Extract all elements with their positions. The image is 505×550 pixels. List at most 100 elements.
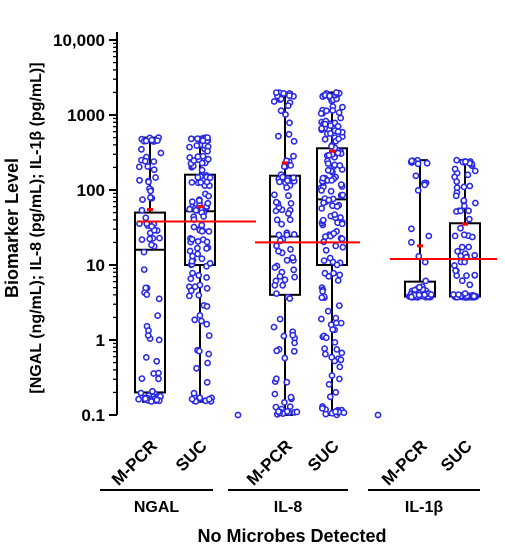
- data-point: [452, 267, 459, 275]
- data-point: [194, 250, 202, 258]
- data-point: [199, 137, 207, 145]
- data-point: [336, 162, 344, 169]
- data-point: [280, 90, 287, 97]
- data-point: [287, 199, 295, 207]
- data-point: [335, 135, 342, 143]
- data-point: [284, 210, 292, 217]
- data-point: [338, 235, 346, 243]
- x-category-label: M-PCR: [108, 436, 161, 489]
- data-point: [425, 232, 433, 240]
- data-point: [287, 393, 295, 401]
- data-point: [318, 187, 325, 194]
- data-point: [412, 172, 420, 180]
- data-point: [143, 291, 151, 298]
- data-point: [458, 243, 466, 251]
- data-point: [330, 269, 337, 277]
- data-point: [271, 264, 279, 271]
- data-point: [188, 198, 196, 206]
- data-point: [339, 191, 347, 199]
- data-point: [328, 372, 336, 379]
- data-point: [324, 166, 332, 174]
- data-point: [148, 222, 156, 230]
- data-point: [460, 183, 468, 191]
- data-point: [317, 110, 325, 117]
- data-point: [188, 235, 196, 243]
- data-point: [205, 350, 213, 358]
- data-point: [204, 147, 211, 155]
- data-point: [455, 291, 462, 298]
- data-point: [465, 215, 473, 223]
- data-point: [421, 181, 429, 189]
- data-point: [204, 359, 211, 367]
- data-point: [146, 235, 154, 243]
- data-point: [203, 238, 211, 246]
- data-point: [190, 157, 198, 164]
- data-point: [275, 247, 282, 255]
- data-point: [273, 216, 281, 224]
- data-point: [337, 181, 345, 188]
- data-point: [325, 151, 333, 159]
- data-point: [284, 192, 292, 200]
- data-point: [414, 186, 422, 194]
- data-point: [468, 233, 476, 241]
- data-point: [188, 395, 196, 403]
- group-0: [134, 134, 256, 405]
- data-point: [291, 339, 298, 347]
- group-label: NGAL: [134, 499, 180, 516]
- group-label: IL-8: [274, 499, 303, 516]
- data-point: [327, 122, 334, 129]
- data-point: [194, 153, 202, 161]
- data-point: [277, 107, 285, 115]
- data-point: [190, 223, 198, 231]
- data-point: [275, 408, 282, 415]
- data-point: [198, 159, 206, 167]
- data-point: [327, 187, 335, 195]
- data-point: [153, 396, 161, 404]
- data-point: [155, 375, 162, 383]
- data-point: [335, 109, 343, 116]
- data-point: [290, 266, 298, 274]
- data-point: [136, 176, 143, 184]
- x-category-label: SUC: [304, 436, 343, 475]
- data-point: [206, 174, 214, 182]
- data-point: [196, 311, 204, 319]
- data-point: [150, 158, 158, 165]
- data-point: [270, 98, 278, 105]
- data-point: [289, 254, 296, 261]
- data-point: [321, 345, 328, 352]
- data-point: [281, 354, 289, 362]
- data-point: [285, 130, 293, 138]
- data-point: [271, 390, 279, 398]
- data-point: [333, 345, 341, 353]
- data-point: [465, 243, 473, 251]
- y-tick-label: 10: [86, 256, 105, 275]
- data-point: [195, 197, 203, 204]
- data-point: [334, 122, 342, 130]
- data-point: [289, 331, 297, 339]
- data-point: [145, 178, 152, 186]
- data-point: [335, 302, 343, 309]
- data-point: [234, 411, 242, 419]
- data-point: [198, 221, 206, 229]
- box-0-0: [134, 134, 166, 405]
- data-point: [187, 287, 195, 295]
- data-point: [198, 255, 206, 263]
- data-point: [423, 159, 431, 167]
- data-point: [471, 271, 479, 279]
- data-point: [186, 205, 193, 213]
- data-point: [421, 291, 428, 299]
- data-point: [323, 107, 330, 115]
- data-point: [276, 178, 283, 186]
- data-point: [155, 336, 163, 344]
- data-point: [322, 410, 330, 418]
- data-point: [140, 248, 148, 256]
- data-point: [142, 284, 150, 292]
- data-point: [285, 92, 293, 99]
- data-point: [272, 89, 280, 96]
- data-point: [153, 137, 161, 144]
- data-point: [286, 216, 294, 224]
- data-point: [280, 163, 288, 170]
- data-point: [137, 145, 145, 153]
- data-point: [453, 184, 461, 192]
